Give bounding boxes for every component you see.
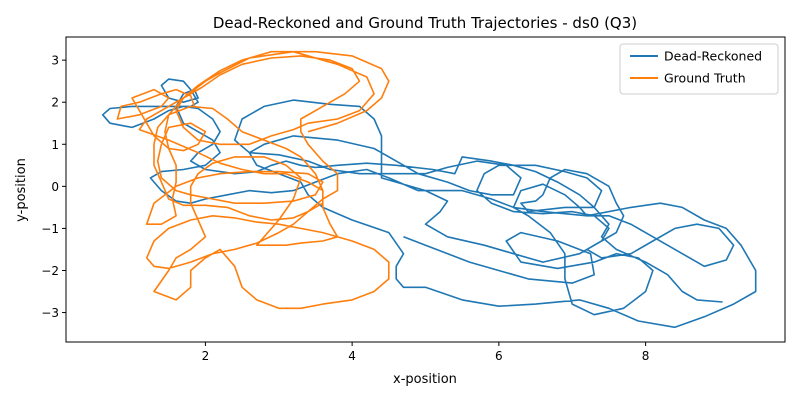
y-tick-label: −2	[41, 264, 59, 278]
legend-label-ground-truth: Ground Truth	[664, 71, 746, 86]
series-line-ground-truth	[116, 50, 390, 310]
y-tick-label: 3	[51, 54, 59, 68]
x-tick-label: 4	[348, 349, 356, 363]
y-axis-label: y-position	[14, 158, 29, 222]
y-axis: −3 −2 −1 0 1 2 3	[41, 54, 66, 320]
y-tick-label: 2	[51, 96, 59, 110]
y-tick-label: 0	[51, 180, 59, 194]
x-tick-label: 6	[495, 349, 503, 363]
series-layer	[101, 50, 757, 329]
x-tick-label: 2	[202, 349, 210, 363]
legend-box	[619, 43, 779, 95]
x-tick-label: 8	[642, 349, 650, 363]
chart-title: Dead-Reckoned and Ground Truth Trajector…	[213, 14, 637, 32]
y-tick-label: −1	[41, 222, 59, 236]
legend-label-dead-reckoned: Dead-Reckoned	[664, 49, 762, 64]
series-line-dead-reckoned	[101, 78, 757, 329]
y-tick-label: 1	[51, 138, 59, 152]
x-axis: 2 4 6 8	[202, 342, 650, 363]
y-tick-label: −3	[41, 306, 59, 320]
x-axis-label: x-position	[393, 372, 457, 387]
plot-frame	[65, 36, 786, 343]
legend: Dead-Reckoned Ground Truth	[619, 43, 779, 95]
